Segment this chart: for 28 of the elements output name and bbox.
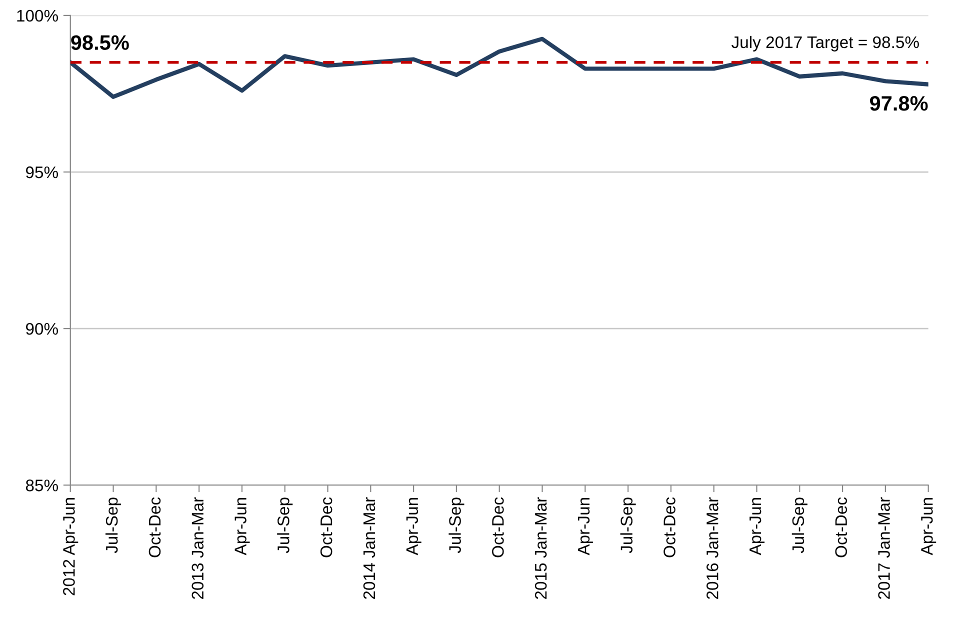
y-tick-label: 100% xyxy=(17,10,58,22)
x-tick-label: 2016 Jan-Mar xyxy=(706,497,718,599)
annotation: 98.5% xyxy=(71,35,129,50)
y-tick-label: 95% xyxy=(26,166,58,178)
x-tick-label: Apr-Jun xyxy=(234,498,250,556)
x-tick-label: Jul-Sep xyxy=(277,498,293,554)
y-tick-label: 85% xyxy=(26,480,58,492)
x-tick-label: Jul-Sep xyxy=(448,498,464,554)
x-tick-label: Jul-Sep xyxy=(106,498,122,554)
x-tick-label: 2014 Jan-Mar xyxy=(363,497,376,599)
y-tick-label: 90% xyxy=(26,322,58,335)
x-tick-label: Oct-Dec xyxy=(148,497,161,558)
x-tick-label: Jul-Sep xyxy=(792,498,808,554)
x-tick-label: 2013 Jan-Mar xyxy=(192,497,204,599)
x-tick-label: 2012 Apr-Jun xyxy=(63,498,78,596)
x-tick-label: Oct-Dec xyxy=(835,497,848,558)
x-tick-label: Apr-Jun xyxy=(578,498,593,556)
x-tick-label: Oct-Dec xyxy=(320,497,332,558)
x-tick-label: 2015 Jan-Mar xyxy=(534,497,547,599)
ref-line-label: July 2017 Target = 98.5% xyxy=(732,36,919,52)
x-tick-label: Oct-Dec xyxy=(492,497,504,558)
x-tick-label: 2017 Jan-Mar xyxy=(878,497,890,599)
x-tick-label: Apr-Jun xyxy=(406,498,422,556)
x-tick-label: Apr-Jun xyxy=(921,498,936,556)
x-tick-label: Oct-Dec xyxy=(664,497,676,558)
x-tick-label: Apr-Jun xyxy=(750,498,765,556)
x-tick-label: Jul-Sep xyxy=(620,498,636,554)
annotation: 97.8% xyxy=(870,96,928,111)
